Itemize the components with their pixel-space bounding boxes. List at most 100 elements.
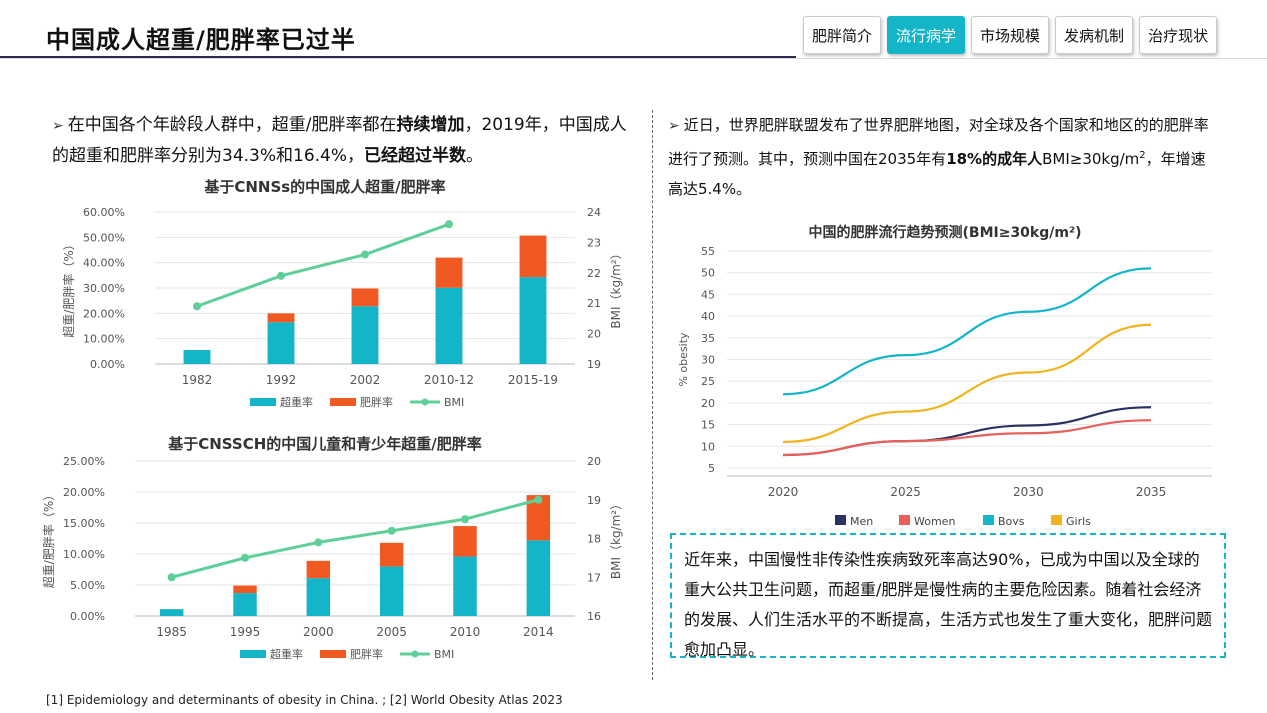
c1-bar-overweight: [435, 287, 463, 364]
c1-ytick-label: 10.00%: [83, 333, 125, 346]
tab-treatment[interactable]: 治疗现状: [1139, 16, 1218, 54]
c3-ytick-label: 55: [701, 245, 715, 258]
c2-ytick-label: 20.00%: [63, 486, 105, 499]
c2-xtick-label: 1995: [230, 625, 261, 639]
c1-bmi-point: [193, 302, 201, 311]
c2-bmi-point: [534, 495, 543, 504]
left-paragraph: ➢ 在中国各个年龄段人群中，超重/肥胖率都在持续增加，2019年，中国成人的超重和…: [52, 110, 630, 171]
c2-bar-obese: [306, 560, 331, 579]
c1-bar-overweight: [183, 350, 211, 364]
c1-ylabel: 超重/肥胖率（%）: [61, 238, 76, 337]
c3-legend-women: Women: [914, 515, 955, 525]
c1-legend-swatch-overweight: [250, 398, 276, 406]
c2-y2label: BMI（kg/m²）: [609, 498, 623, 579]
c2-legend-overweight: 超重率: [270, 647, 303, 661]
c1-bmi-point: [361, 250, 369, 259]
c3-line-boys: [782, 267, 1152, 396]
c1-ytick-label: 50.00%: [83, 231, 125, 244]
c1-y2tick-label: 19: [587, 358, 601, 371]
c1-bar-obese: [435, 257, 463, 288]
c2-bar-obese: [453, 526, 477, 557]
c1-bar-obese: [519, 235, 547, 278]
c2-bmi-point: [314, 538, 323, 547]
c3-legend-men: Men: [850, 515, 873, 525]
c2-ytick-label: 25.00%: [63, 455, 105, 468]
c2-bmi-line: [171, 498, 539, 579]
c2-bmi-point: [167, 573, 176, 582]
c2-legend-swatch-obese: [320, 650, 346, 658]
c1-xtick-label: 2015-19: [508, 373, 558, 387]
c3-line-men: [782, 406, 1152, 457]
right-text-2: BMI≥30kg/m: [1042, 150, 1140, 168]
summary-note-text: 近年来，中国慢性非传染性疾病致死率高达90%，已成为中国以及全球的重大公共卫生问…: [684, 550, 1213, 659]
c1-xtick-label: 1982: [182, 373, 213, 387]
tab-market-size[interactable]: 市场规模: [971, 16, 1050, 54]
c1-y2tick-label: 20: [587, 328, 601, 341]
c2-y2tick-label: 20: [587, 455, 601, 468]
c1-y2tick-label: 21: [587, 297, 601, 310]
right-bold-1: 18%的成年人: [946, 150, 1043, 168]
c2-ytick-label: 5.00%: [70, 579, 105, 592]
c2-y2tick-label: 17: [587, 571, 601, 584]
c3-legend-boys: Boys: [998, 515, 1025, 525]
c1-xtick-label: 1992: [266, 373, 297, 387]
right-text-1: 近日，世界肥胖联盟发布了世界肥胖地图，对全球及各个国家和地区的的肥胖率进行了预测…: [668, 116, 1209, 168]
bullet-arrow-icon: ➢: [668, 118, 680, 134]
c2-bmi-point: [241, 553, 249, 562]
right-paragraph: ➢ 近日，世界肥胖联盟发布了世界肥胖地图，对全球及各个国家和地区的的肥胖率进行了预…: [668, 110, 1216, 204]
adult-obesity-chart: 0.00% 10.00% 20.00% 30.00% 40.00% 50.00% 60.00…: [61, 206, 623, 409]
c2-bar-overweight: [159, 609, 184, 616]
c3-ytick-label: 10: [701, 440, 715, 453]
c1-xtick-label: 2002: [350, 373, 381, 387]
bullet-arrow-icon: ➢: [52, 118, 64, 134]
references-footnote: [1] Epidemiology and determinants of obe…: [46, 693, 563, 707]
c2-bmi-point: [461, 515, 469, 524]
c3-line-girls: [782, 323, 1152, 444]
c2-bar-overweight: [379, 566, 404, 616]
child-obesity-chart: 0.00% 5.00% 10.00% 15.00% 20.00% 25.00% 16 17 18…: [41, 455, 623, 661]
c2-ytick-label: 0.00%: [70, 610, 105, 623]
c2-y2tick-label: 19: [587, 494, 601, 507]
tab-pathogenesis[interactable]: 发病机制: [1055, 16, 1134, 54]
c2-ytick-label: 15.00%: [63, 517, 105, 530]
title-underline: [0, 56, 796, 58]
c2-legend-swatch-bmi-dot: [411, 650, 419, 658]
c2-bar-overweight: [306, 578, 331, 616]
c2-bar-overweight: [453, 556, 477, 616]
c3-xtick-label: 2035: [1136, 485, 1167, 499]
c2-bar-obese: [233, 585, 257, 594]
c3-ytick-label: 50: [701, 267, 715, 280]
c1-bar-overweight: [267, 322, 295, 364]
c2-ylabel: 超重/肥胖率（%）: [41, 489, 56, 588]
c3-ytick-label: 35: [701, 332, 715, 345]
c1-bar-overweight: [351, 306, 379, 364]
header-divider: [0, 58, 1267, 59]
c3-ytick-label: 45: [701, 288, 715, 301]
c2-y2tick-label: 18: [587, 533, 601, 546]
c3-ytick-label: 5: [708, 462, 715, 475]
c1-y2tick-label: 24: [587, 206, 601, 219]
c2-xtick-label: 2000: [303, 625, 334, 639]
tab-intro[interactable]: 肥胖简介: [803, 16, 882, 54]
c3-xtick-label: 2020: [768, 485, 799, 499]
c1-y2tick-label: 23: [587, 236, 601, 249]
c2-bar-obese: [526, 495, 551, 541]
chart1-title: 基于CNNSs的中国成人超重/肥胖率: [204, 178, 446, 196]
c3-legend-girls: Girls: [1066, 515, 1091, 525]
c1-legend-obese: 肥胖率: [360, 395, 393, 409]
c1-bmi-point: [445, 220, 453, 229]
c2-bar-obese: [379, 542, 404, 567]
c3-legend-swatch-girls: [1051, 515, 1062, 525]
c1-y2label: BMI（kg/m²）: [609, 247, 623, 328]
tab-epidemiology[interactable]: 流行病学: [887, 16, 966, 54]
c1-bar-overweight: [519, 277, 547, 364]
c2-ytick-label: 10.00%: [63, 548, 105, 561]
left-bold-1: 持续增加: [396, 115, 465, 135]
c1-legend-overweight: 超重率: [280, 395, 313, 409]
section-tabs: 肥胖简介 流行病学 市场规模 发病机制 治疗现状: [803, 16, 1218, 54]
c2-xtick-label: 2010: [450, 625, 481, 639]
c2-legend-obese: 肥胖率: [350, 647, 383, 661]
c1-xtick-label: 2010-12: [424, 373, 474, 387]
c3-ylabel: % obesity: [677, 332, 690, 387]
